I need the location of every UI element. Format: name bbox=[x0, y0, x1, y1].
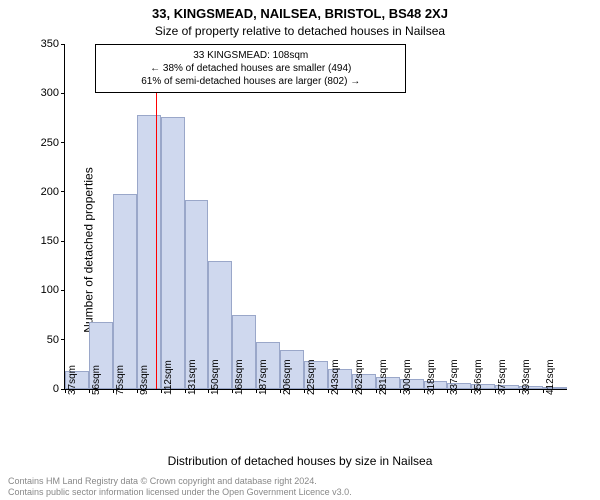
x-tick bbox=[376, 389, 377, 393]
y-tick-label: 150 bbox=[41, 235, 65, 247]
y-tick-label: 200 bbox=[41, 186, 65, 198]
page-title: 33, KINGSMEAD, NAILSEA, BRISTOL, BS48 2X… bbox=[0, 6, 600, 21]
bars-layer bbox=[65, 44, 567, 389]
x-tick bbox=[89, 389, 90, 393]
x-tick-label: 168sqm bbox=[234, 359, 245, 395]
x-tick-label: 375sqm bbox=[497, 359, 508, 395]
x-tick bbox=[137, 389, 138, 393]
x-tick bbox=[304, 389, 305, 393]
x-tick-label: 281sqm bbox=[378, 359, 389, 395]
y-tick-label: 350 bbox=[41, 38, 65, 50]
chart-subtitle: Size of property relative to detached ho… bbox=[0, 24, 600, 38]
x-tick-label: 300sqm bbox=[402, 359, 413, 395]
x-tick-label: 131sqm bbox=[187, 359, 198, 395]
x-tick bbox=[543, 389, 544, 393]
x-axis-label: Distribution of detached houses by size … bbox=[0, 454, 600, 468]
x-tick-label: 75sqm bbox=[115, 365, 126, 395]
histogram-bar bbox=[113, 194, 137, 389]
subject-property-marker bbox=[156, 44, 157, 389]
y-tick-label: 0 bbox=[53, 383, 65, 395]
chart-info-box: 33 KINGSMEAD: 108sqm← 38% of detached ho… bbox=[95, 44, 406, 93]
x-tick-label: 112sqm bbox=[163, 360, 174, 395]
x-tick bbox=[352, 389, 353, 393]
x-tick bbox=[185, 389, 186, 393]
x-tick bbox=[280, 389, 281, 393]
histogram-plot: 05010015020025030035037sqm56sqm75sqm93sq… bbox=[64, 44, 567, 390]
x-tick-label: 243sqm bbox=[330, 359, 341, 395]
x-tick bbox=[161, 389, 162, 393]
x-tick bbox=[400, 389, 401, 393]
info-line-smaller: ← 38% of detached houses are smaller (49… bbox=[102, 62, 399, 75]
x-tick-label: 225sqm bbox=[306, 359, 317, 395]
x-tick-label: 206sqm bbox=[282, 359, 293, 395]
x-tick-label: 93sqm bbox=[139, 365, 150, 395]
footer-line-1: Contains HM Land Registry data © Crown c… bbox=[8, 476, 592, 487]
x-tick-label: 262sqm bbox=[354, 359, 365, 395]
y-tick-label: 100 bbox=[41, 284, 65, 296]
x-tick-label: 56sqm bbox=[91, 365, 102, 395]
x-tick-label: 337sqm bbox=[449, 359, 460, 395]
x-tick bbox=[65, 389, 66, 393]
x-tick-label: 412sqm bbox=[545, 359, 556, 395]
x-tick bbox=[113, 389, 114, 393]
info-line-larger: 61% of semi-detached houses are larger (… bbox=[102, 75, 399, 88]
y-tick-label: 300 bbox=[41, 87, 65, 99]
x-tick bbox=[424, 389, 425, 393]
histogram-bar bbox=[161, 117, 185, 389]
footer-attribution: Contains HM Land Registry data © Crown c… bbox=[8, 476, 592, 499]
y-tick-label: 50 bbox=[47, 334, 65, 346]
x-tick-label: 318sqm bbox=[426, 359, 437, 395]
footer-line-2: Contains public sector information licen… bbox=[8, 487, 592, 498]
histogram-bar bbox=[137, 115, 161, 389]
y-tick-label: 250 bbox=[41, 137, 65, 149]
x-tick bbox=[328, 389, 329, 393]
x-tick-label: 150sqm bbox=[210, 359, 221, 395]
x-tick-label: 356sqm bbox=[473, 359, 484, 395]
x-tick-label: 187sqm bbox=[258, 359, 269, 395]
x-tick-label: 37sqm bbox=[67, 365, 78, 395]
info-line-subject: 33 KINGSMEAD: 108sqm bbox=[102, 49, 399, 62]
x-tick-label: 393sqm bbox=[521, 359, 532, 395]
